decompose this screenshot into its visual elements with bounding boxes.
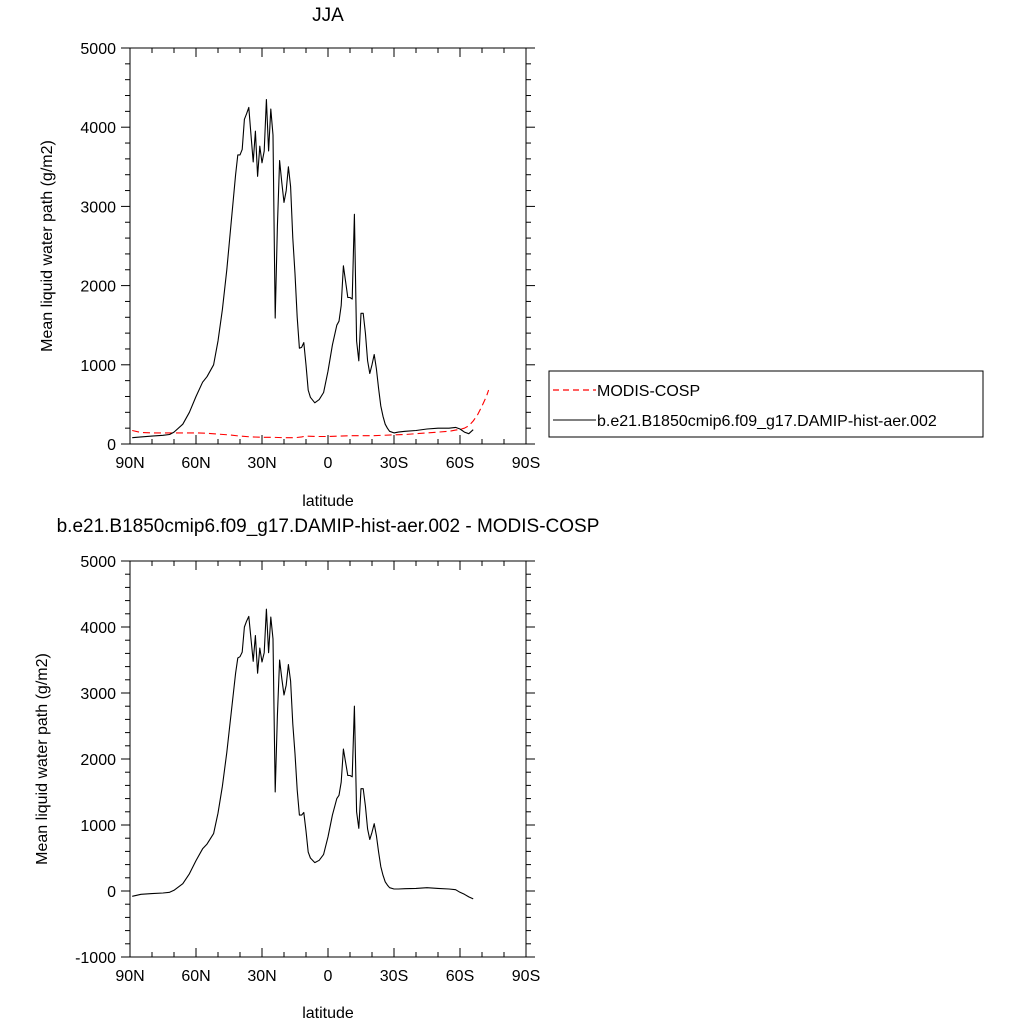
panel-1-ticks bbox=[121, 47, 535, 445]
legend-label-modis: MODIS-COSP bbox=[597, 383, 700, 400]
panel-2: b.e21.B1850cmip6.f09_g17.DAMIP-hist-aer.… bbox=[34, 516, 599, 1022]
legend-box bbox=[548, 370, 984, 438]
panel-1-title: JJA bbox=[312, 5, 344, 26]
x-tick-label: 90N bbox=[115, 968, 144, 985]
panel-2-title: b.e21.B1850cmip6.f09_g17.DAMIP-hist-aer.… bbox=[57, 516, 600, 537]
y-tick-label: 0 bbox=[107, 437, 116, 454]
x-tick-label: 60S bbox=[446, 968, 474, 985]
legend: MODIS-COSP b.e21.B1850cmip6.f09_g17.DAMI… bbox=[548, 370, 984, 438]
x-tick-label: 90S bbox=[512, 968, 540, 985]
y-tick-label: 1000 bbox=[80, 818, 116, 835]
x-tick-label: 30N bbox=[247, 968, 276, 985]
x-tick-label: 30N bbox=[247, 455, 276, 472]
y-tick-label: 5000 bbox=[80, 554, 116, 571]
y-tick-label: 5000 bbox=[80, 41, 116, 58]
panel-1-plot-frame bbox=[129, 47, 527, 445]
panel-1-x-axis-label: latitude bbox=[302, 493, 354, 510]
panel-2-series bbox=[132, 608, 474, 900]
y-tick-label: 4000 bbox=[80, 620, 116, 637]
y-tick-label: 0 bbox=[107, 884, 116, 901]
x-tick-label: 90S bbox=[512, 455, 540, 472]
x-tick-label: 30S bbox=[380, 968, 408, 985]
y-tick-label: 2000 bbox=[80, 279, 116, 296]
panel-1-x-tick-labels: 90N 60N 30N 0 30S 60S 90S bbox=[115, 455, 540, 472]
x-tick-label: 90N bbox=[115, 455, 144, 472]
series-line-difference bbox=[132, 608, 474, 900]
panel-2-y-tick-labels: -1000 0 1000 2000 3000 4000 5000 bbox=[75, 554, 116, 967]
legend-label-model: b.e21.B1850cmip6.f09_g17.DAMIP-hist-aer.… bbox=[597, 413, 937, 430]
panel-2-y-axis-label: Mean liquid water path (g/m2) bbox=[34, 653, 51, 865]
x-tick-label: 0 bbox=[324, 968, 333, 985]
panel-2-x-tick-labels: 90N 60N 30N 0 30S 60S 90S bbox=[115, 968, 540, 985]
x-tick-label: 60N bbox=[181, 455, 210, 472]
series-line-modis-cosp bbox=[132, 389, 490, 439]
y-tick-label: 4000 bbox=[80, 120, 116, 137]
x-tick-label: 60N bbox=[181, 968, 210, 985]
panel-1: JJA 0 1000 2000 3000 4000 5000 90N 60N 30N 0 30S 6… bbox=[39, 5, 540, 510]
y-tick-label: -1000 bbox=[75, 950, 116, 967]
y-tick-label: 3000 bbox=[80, 199, 116, 216]
panel-2-x-axis-label: latitude bbox=[302, 1005, 354, 1022]
x-tick-label: 60S bbox=[446, 455, 474, 472]
panel-1-y-tick-labels: 0 1000 2000 3000 4000 5000 bbox=[80, 41, 116, 454]
y-tick-label: 1000 bbox=[80, 358, 116, 375]
y-tick-label: 3000 bbox=[80, 686, 116, 703]
x-tick-label: 30S bbox=[380, 455, 408, 472]
y-tick-label: 2000 bbox=[80, 752, 116, 769]
panel-1-y-axis-label: Mean liquid water path (g/m2) bbox=[39, 140, 56, 352]
panel-2-plot-frame bbox=[129, 560, 527, 958]
panel-1-series bbox=[132, 98, 490, 439]
panel-2-ticks bbox=[121, 560, 535, 958]
x-tick-label: 0 bbox=[324, 455, 333, 472]
series-line-model bbox=[132, 98, 474, 439]
